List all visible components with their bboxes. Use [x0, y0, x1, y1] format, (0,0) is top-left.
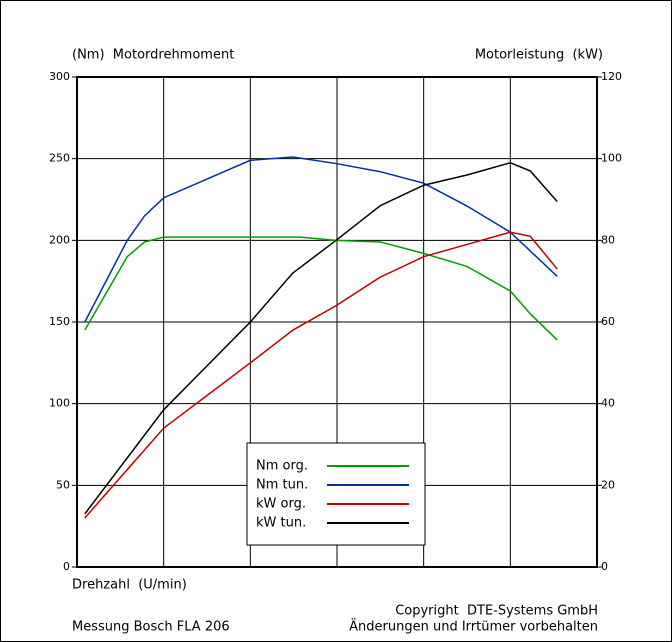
x-axis-label: Drehzahl (U/min) [72, 578, 187, 593]
y2-tick-label: 120 [601, 70, 622, 83]
disclaimer: Änderungen und Irrtümer vorbehalten [349, 619, 598, 635]
y-tick-label: 50 [56, 478, 70, 491]
copyright: Copyright DTE-Systems GmbH [395, 604, 598, 619]
y-tick-label: 300 [49, 70, 70, 83]
y2-tick-label: 40 [601, 397, 615, 410]
legend-label: kW org. [256, 497, 306, 512]
legend-label: Nm org. [256, 459, 308, 474]
y2-tick-label: 20 [601, 478, 615, 491]
y-tick-label: 250 [49, 152, 70, 165]
y2-tick-label: 100 [601, 152, 622, 165]
legend-label: Nm tun. [256, 478, 308, 493]
y2-tick-label: 60 [601, 315, 615, 328]
legend-label: kW tun. [256, 516, 306, 531]
series-line [84, 231, 558, 519]
y-axis-label: (Nm) Motordrehmoment [72, 48, 234, 63]
y-tick-label: 0 [63, 560, 70, 573]
measurement-note: Messung Bosch FLA 206 [72, 620, 230, 635]
series-line [84, 156, 558, 323]
y-tick-label: 100 [49, 397, 70, 410]
plot-frame [76, 76, 598, 568]
series-line [84, 161, 558, 515]
y2-tick-label: 0 [601, 560, 608, 573]
y2-tick-label: 80 [601, 233, 615, 246]
legend-box [246, 442, 426, 546]
y-tick-label: 150 [49, 315, 70, 328]
y-tick-label: 200 [49, 233, 70, 246]
y2-axis-label: Motorleistung (kW) [475, 48, 603, 63]
